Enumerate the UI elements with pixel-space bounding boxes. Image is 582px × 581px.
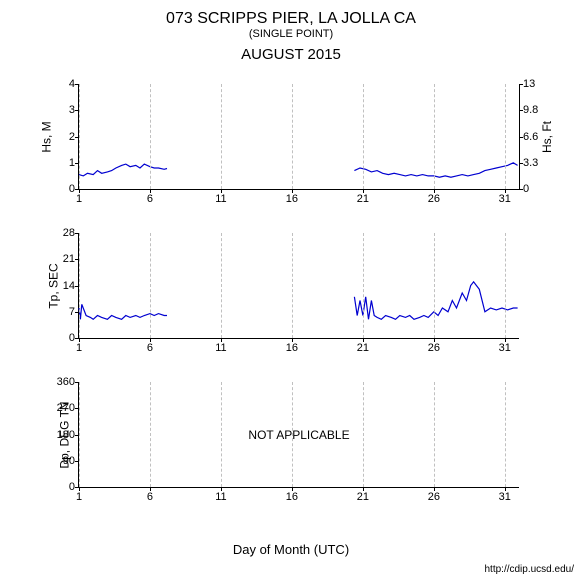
panel-hs: Hs, M Hs, Ft 1611162126310123403.36.69.8…: [78, 84, 520, 190]
gridline-v: [79, 382, 80, 487]
gridline-v: [150, 233, 151, 338]
xtick-label: 11: [215, 193, 226, 205]
ytick-label: 14: [63, 280, 75, 292]
line-hs: [79, 84, 519, 189]
ytick-right-mark: [519, 84, 523, 85]
station-subtitle: (SINGLE POINT): [0, 28, 582, 40]
gridline-v: [363, 84, 364, 189]
xtick-label: 21: [357, 342, 369, 354]
credit-link[interactable]: http://cdip.ucsd.edu/: [484, 564, 574, 575]
ytick-right-mark: [519, 110, 523, 111]
gridline-v: [505, 382, 506, 487]
xtick-label: 21: [357, 193, 369, 205]
ytick-mark: [75, 259, 79, 260]
gridline-v: [292, 84, 293, 189]
ytick-label: 270: [57, 402, 75, 414]
data-series: [79, 164, 167, 176]
gridline-v: [434, 84, 435, 189]
ytick-right-mark: [519, 189, 523, 190]
gridline-v: [505, 84, 506, 189]
xtick-label: 31: [499, 193, 511, 205]
xtick-label: 1: [76, 342, 82, 354]
ytick-mark: [75, 408, 79, 409]
ytick-mark: [75, 110, 79, 111]
ytick-mark: [75, 338, 79, 339]
ytick-mark: [75, 189, 79, 190]
ytick-right-label: 6.6: [523, 131, 538, 143]
xtick-label: 26: [428, 342, 440, 354]
ytick-mark: [75, 435, 79, 436]
xtick-label: 6: [147, 342, 153, 354]
panel-tp: Tp, SEC 16111621263107142128: [78, 233, 519, 339]
gridline-v: [363, 233, 364, 338]
xtick-label: 6: [147, 491, 153, 503]
ytick-mark: [75, 137, 79, 138]
ytick-right-mark: [519, 137, 523, 138]
data-series: [354, 282, 517, 320]
line-tp: [79, 233, 519, 338]
ytick-mark: [75, 84, 79, 85]
xtick-label: 11: [215, 342, 226, 354]
ytick-mark: [75, 163, 79, 164]
ylabel-hs-right: Hs, Ft: [540, 121, 554, 153]
ytick-label: 90: [63, 455, 75, 467]
gridline-v: [150, 382, 151, 487]
gridline-v: [150, 84, 151, 189]
ytick-label: 28: [63, 227, 75, 239]
ytick-label: 360: [57, 376, 75, 388]
ytick-mark: [75, 461, 79, 462]
xtick-label: 26: [428, 193, 440, 205]
gridline-v: [221, 233, 222, 338]
xtick-label: 31: [499, 342, 511, 354]
ytick-mark: [75, 312, 79, 313]
gridline-v: [505, 233, 506, 338]
xtick-label: 16: [286, 342, 298, 354]
gridline-v: [221, 84, 222, 189]
xtick-label: 16: [286, 491, 298, 503]
ylabel-tp: Tp, SEC: [47, 263, 61, 308]
gridline-v: [363, 382, 364, 487]
xtick-label: 1: [76, 491, 82, 503]
gridline-v: [221, 382, 222, 487]
gridline-v: [79, 84, 80, 189]
ytick-right-label: 0: [523, 183, 529, 195]
not-applicable-text: NOT APPLICABLE: [248, 428, 349, 442]
chart-container: 073 SCRIPPS PIER, LA JOLLA CA (SINGLE PO…: [0, 0, 582, 581]
xtick-label: 6: [147, 193, 153, 205]
month-title: AUGUST 2015: [0, 46, 582, 63]
ytick-mark: [75, 382, 79, 383]
ytick-right-label: 3.3: [523, 157, 538, 169]
ylabel-hs: Hs, M: [40, 121, 54, 152]
xtick-label: 11: [215, 491, 226, 503]
xtick-label: 31: [499, 491, 511, 503]
data-series: [354, 163, 517, 177]
xtick-label: 1: [76, 193, 82, 205]
ytick-mark: [75, 487, 79, 488]
panel-dp: Dp, DEG TN NOT APPLICABLE 16111621263109…: [78, 382, 519, 488]
gridline-v: [292, 382, 293, 487]
ytick-right-label: 9.8: [523, 104, 538, 116]
xaxis-label: Day of Month (UTC): [233, 542, 349, 557]
ytick-right-label: 13: [523, 78, 535, 90]
xtick-label: 26: [428, 491, 440, 503]
ytick-mark: [75, 233, 79, 234]
station-title: 073 SCRIPPS PIER, LA JOLLA CA: [0, 0, 582, 28]
gridline-v: [292, 233, 293, 338]
xtick-label: 21: [357, 491, 369, 503]
xtick-label: 16: [286, 193, 298, 205]
ytick-mark: [75, 286, 79, 287]
data-series: [79, 304, 167, 319]
gridline-v: [79, 233, 80, 338]
ytick-label: 21: [63, 253, 75, 265]
ytick-label: 180: [57, 429, 75, 441]
ytick-right-mark: [519, 163, 523, 164]
gridline-v: [434, 382, 435, 487]
gridline-v: [434, 233, 435, 338]
